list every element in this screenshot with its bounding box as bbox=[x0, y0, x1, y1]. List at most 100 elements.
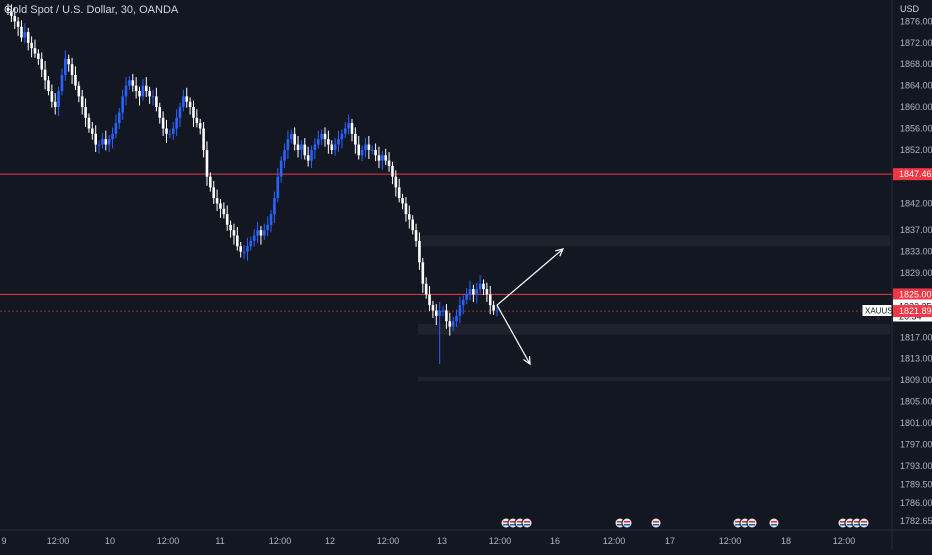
candle-body bbox=[360, 149, 364, 156]
candle-body bbox=[286, 139, 290, 150]
candle-body bbox=[53, 101, 57, 108]
candle-body bbox=[327, 139, 330, 145]
candle-body bbox=[488, 294, 492, 306]
candle-body bbox=[10, 10, 13, 17]
candle-body bbox=[279, 160, 283, 177]
candle-body bbox=[47, 80, 50, 92]
x-tick-label: 12:00 bbox=[719, 536, 742, 546]
candle-body bbox=[276, 176, 280, 199]
candle-body bbox=[94, 133, 97, 145]
x-tick-label: 9 bbox=[1, 536, 6, 546]
event-flag-icon[interactable] bbox=[621, 517, 633, 529]
candle-body bbox=[20, 26, 23, 38]
candle-body bbox=[323, 133, 327, 140]
candle-body bbox=[428, 294, 431, 306]
candle-body bbox=[414, 230, 418, 241]
x-tick-label: 16 bbox=[550, 536, 560, 546]
candle-body bbox=[357, 144, 361, 156]
candle-body bbox=[458, 305, 462, 316]
candle-body bbox=[451, 321, 455, 327]
x-tick-label: 12 bbox=[325, 536, 335, 546]
event-flag-icon[interactable] bbox=[650, 517, 662, 529]
event-flag-icon[interactable] bbox=[858, 517, 870, 529]
zone-rect bbox=[418, 376, 890, 382]
candle-body bbox=[411, 219, 414, 231]
candle-body bbox=[431, 305, 435, 311]
candle-body bbox=[256, 230, 259, 236]
event-flag-stripe bbox=[771, 521, 777, 523]
candle-body bbox=[397, 187, 401, 199]
candle-body bbox=[171, 128, 175, 134]
event-flag-stripe bbox=[735, 521, 741, 523]
event-flag-icon[interactable] bbox=[746, 517, 758, 529]
candle-body bbox=[121, 96, 124, 113]
x-tick-label: 12:00 bbox=[489, 536, 512, 546]
candle-body bbox=[70, 64, 74, 75]
candle-body bbox=[465, 294, 468, 300]
candle-body bbox=[37, 53, 40, 59]
projection-arrow-up-head bbox=[555, 248, 565, 257]
candle-body bbox=[50, 91, 54, 102]
candle-body bbox=[104, 139, 108, 145]
event-flag-icon[interactable] bbox=[521, 517, 533, 529]
candle-body bbox=[33, 48, 37, 54]
candle-body bbox=[316, 139, 320, 145]
candle-body bbox=[114, 123, 118, 134]
candle-body bbox=[266, 224, 269, 231]
y-tick-label: 1856.000 bbox=[900, 123, 932, 133]
event-flag-stripe bbox=[524, 524, 530, 526]
candle-body bbox=[394, 176, 398, 188]
projection-arrow-up bbox=[496, 248, 564, 306]
price-tag-1847: 1847.465 bbox=[899, 169, 932, 179]
candle-body bbox=[384, 155, 388, 161]
candle-body bbox=[306, 155, 310, 161]
candle-body bbox=[91, 128, 94, 134]
candle-body bbox=[478, 283, 482, 290]
candle-body bbox=[313, 144, 317, 150]
candle-body bbox=[168, 133, 172, 135]
y-tick-label: 1860.000 bbox=[900, 102, 932, 112]
candle-body bbox=[128, 80, 131, 86]
x-tick-label: 11 bbox=[215, 536, 224, 546]
candle-body bbox=[418, 240, 421, 263]
candle-body bbox=[80, 96, 84, 108]
event-flag-icon[interactable] bbox=[768, 517, 780, 529]
event-flag-stripe bbox=[771, 524, 777, 526]
y-tick-label: 1801.000 bbox=[900, 418, 932, 428]
candle-body bbox=[364, 144, 367, 150]
y-tick-label: 1793.000 bbox=[900, 461, 932, 471]
event-flag-stripe bbox=[624, 524, 630, 526]
y-tick-label: 1789.500 bbox=[900, 479, 932, 489]
candle-body bbox=[273, 198, 276, 215]
candle-body bbox=[347, 123, 350, 129]
candle-body bbox=[455, 315, 458, 322]
candle-body bbox=[391, 165, 394, 177]
candle-body bbox=[252, 235, 256, 241]
candle-body bbox=[67, 58, 71, 65]
candle-body bbox=[64, 58, 67, 75]
event-flag-stripe bbox=[653, 521, 659, 523]
candle-body bbox=[131, 80, 135, 86]
candle-body bbox=[6, 8, 10, 11]
candle-body bbox=[448, 321, 452, 327]
candle-body bbox=[134, 85, 138, 92]
projection-arrow-down bbox=[496, 304, 531, 365]
candle-body bbox=[404, 203, 408, 215]
candle-body bbox=[401, 198, 404, 204]
candle-body bbox=[293, 133, 296, 145]
candle-body bbox=[16, 21, 20, 27]
candle-body bbox=[367, 144, 371, 150]
x-tick-label: 12:00 bbox=[603, 536, 626, 546]
currency-label: USD bbox=[900, 4, 920, 14]
candle-body bbox=[192, 107, 195, 118]
candle-body bbox=[155, 96, 158, 108]
x-tick-label: 12:00 bbox=[47, 536, 70, 546]
candle-body bbox=[283, 149, 286, 161]
x-tick-label: 10 bbox=[105, 536, 115, 546]
candle-body bbox=[97, 144, 101, 146]
projection-arrow-down-head bbox=[523, 356, 531, 366]
candle-body bbox=[303, 144, 307, 156]
candle-body bbox=[300, 144, 303, 150]
